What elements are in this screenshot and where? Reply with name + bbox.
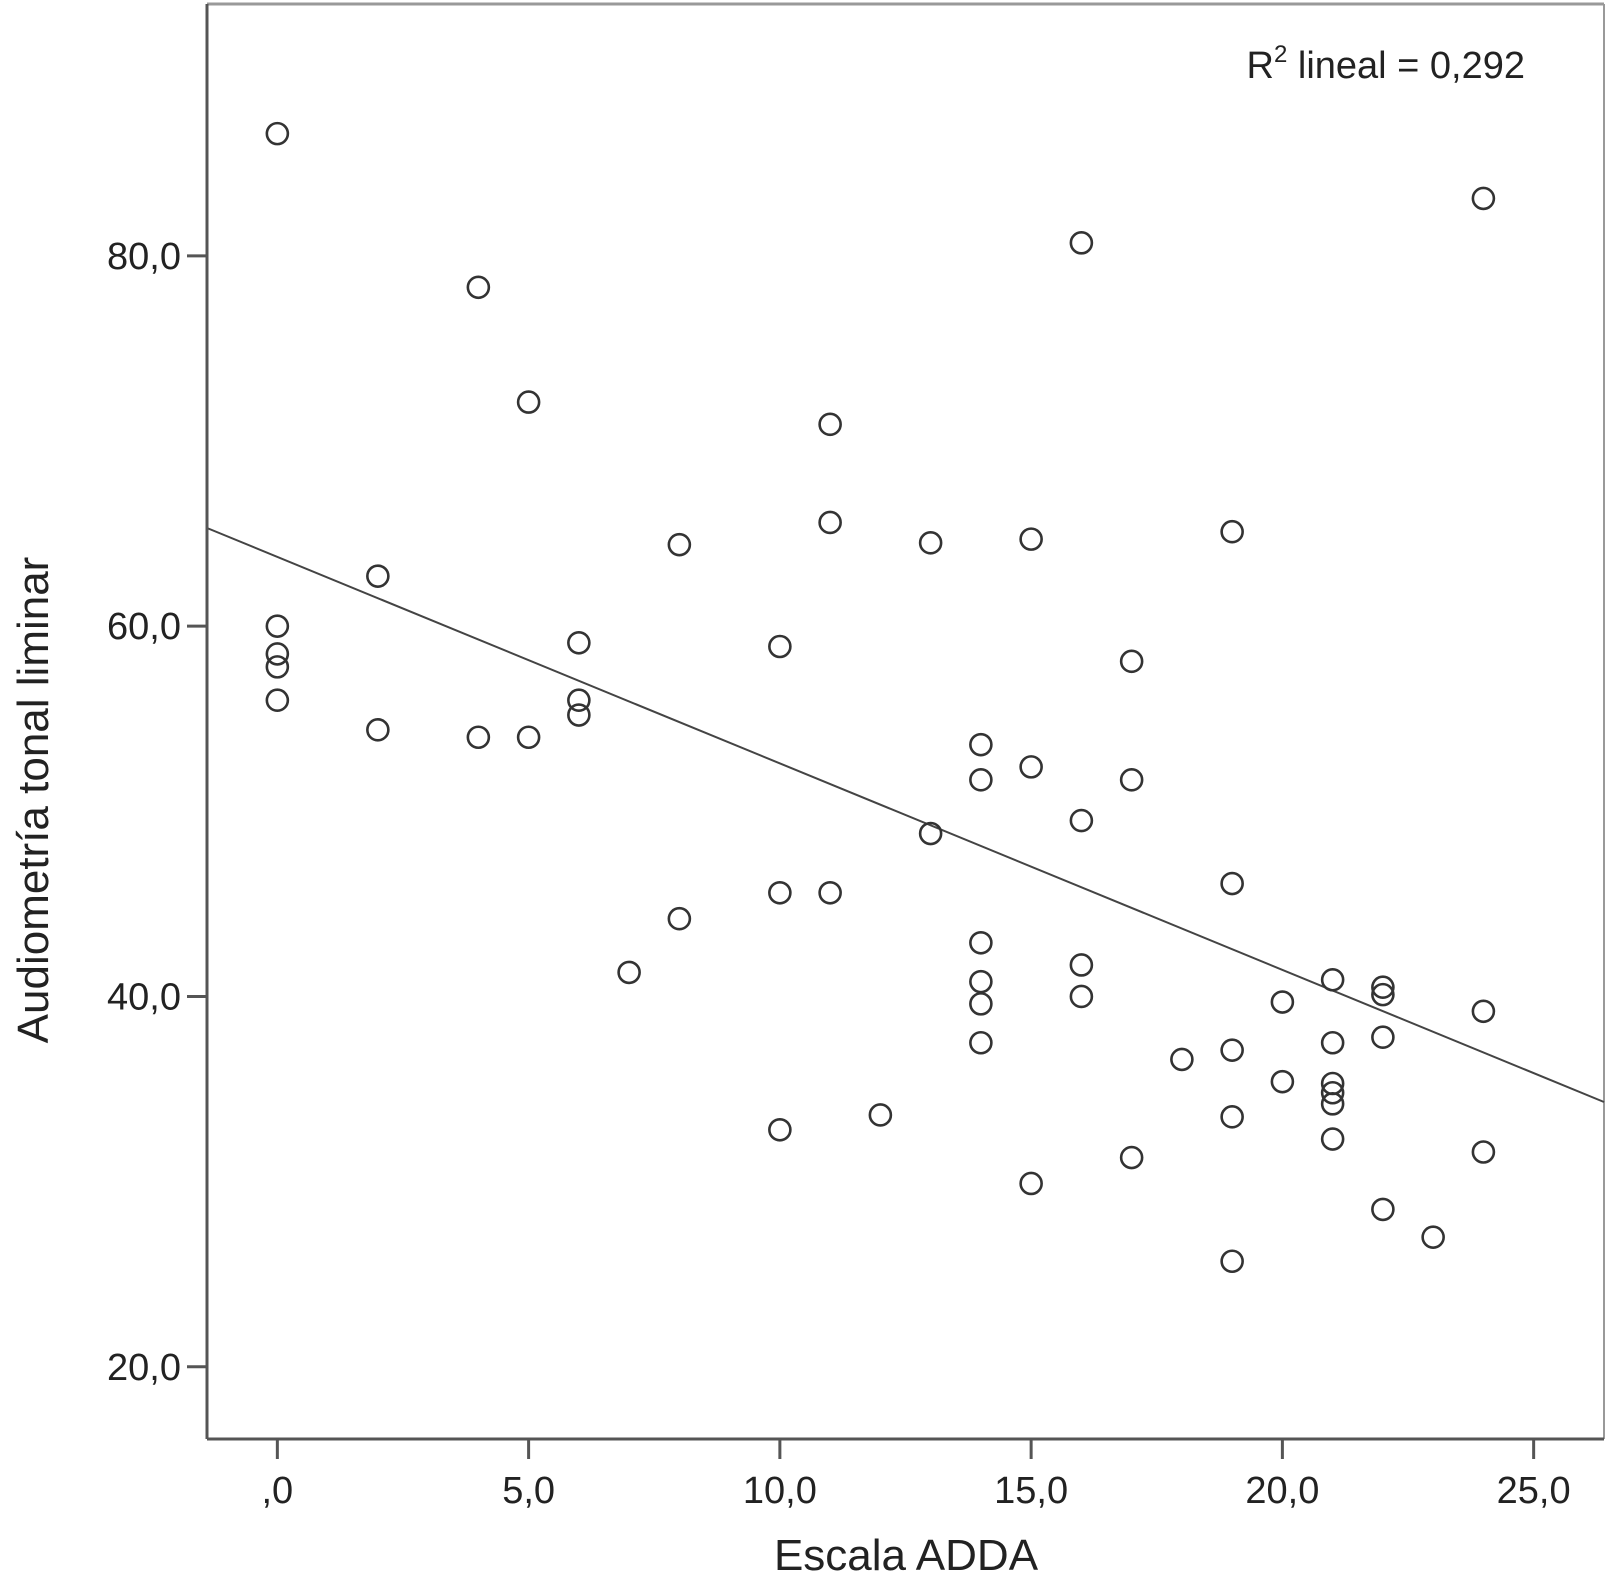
data-point bbox=[1270, 990, 1295, 1014]
data-point bbox=[1170, 1047, 1194, 1072]
x-tick-label: ,0 bbox=[262, 1470, 294, 1512]
data-point bbox=[969, 732, 993, 757]
data-point bbox=[667, 532, 692, 557]
data-point bbox=[768, 634, 792, 659]
data-point bbox=[1320, 967, 1345, 992]
data-point bbox=[567, 688, 591, 713]
data-point bbox=[1371, 1025, 1395, 1049]
data-point bbox=[1320, 1092, 1345, 1116]
data-point bbox=[1371, 975, 1395, 1000]
data-point bbox=[1421, 1225, 1445, 1249]
data-point bbox=[918, 821, 943, 846]
x-tick-label: 5,0 bbox=[502, 1470, 555, 1512]
data-point bbox=[466, 725, 491, 750]
data-point bbox=[1069, 984, 1094, 1009]
data-point bbox=[1220, 1249, 1244, 1274]
data-point bbox=[1069, 953, 1094, 977]
r-squared-superscript: 2 bbox=[1274, 41, 1287, 68]
data-point bbox=[567, 631, 591, 655]
regression-line bbox=[206, 527, 1605, 1103]
data-point bbox=[1320, 1080, 1345, 1105]
data-point bbox=[1320, 1030, 1345, 1055]
data-point bbox=[1471, 1140, 1496, 1164]
data-point bbox=[1119, 1145, 1144, 1170]
y-axis-title: Audiometría tonal liminar bbox=[9, 557, 58, 1044]
data-point bbox=[969, 1030, 993, 1055]
data-point bbox=[1320, 1127, 1345, 1151]
x-tick-label: 20,0 bbox=[1245, 1470, 1319, 1512]
data-point bbox=[969, 930, 993, 955]
y-tick-label: 80,0 bbox=[107, 236, 181, 278]
data-point bbox=[818, 510, 842, 535]
y-tick-label: 40,0 bbox=[107, 976, 181, 1018]
data-point bbox=[818, 880, 842, 905]
data-point bbox=[265, 655, 290, 679]
data-point bbox=[366, 718, 390, 742]
data-point bbox=[1019, 527, 1043, 551]
data-point bbox=[1220, 1105, 1244, 1129]
data-point bbox=[667, 906, 692, 931]
data-point bbox=[1471, 999, 1496, 1024]
regression-line-group bbox=[206, 527, 1605, 1103]
data-point bbox=[1069, 808, 1094, 833]
data-point bbox=[567, 703, 591, 727]
axes: 20,0 40,0 60,0 80,0 ,0 5,0 10,0 15,0 20,0 25,0 bbox=[107, 4, 1604, 1512]
data-point bbox=[366, 564, 390, 588]
data-point bbox=[265, 642, 290, 666]
plot-frame bbox=[207, 2, 1605, 1439]
data-point bbox=[265, 121, 290, 146]
data-point bbox=[1270, 1069, 1295, 1094]
data-points bbox=[265, 121, 1496, 1274]
y-tick-label: 20,0 bbox=[107, 1347, 181, 1389]
data-point bbox=[617, 960, 641, 985]
r-squared-text: lineal = 0,292 bbox=[1287, 45, 1525, 87]
data-point bbox=[466, 275, 491, 300]
data-point bbox=[969, 992, 993, 1016]
data-point bbox=[265, 688, 290, 713]
r-squared-prefix: R bbox=[1247, 45, 1274, 87]
x-tick-label: 25,0 bbox=[1497, 1470, 1571, 1512]
data-point bbox=[1220, 519, 1244, 544]
data-point bbox=[768, 1117, 792, 1142]
data-point bbox=[1019, 1171, 1043, 1196]
data-point bbox=[1471, 186, 1496, 211]
data-point bbox=[1119, 649, 1144, 674]
data-point bbox=[1069, 231, 1094, 255]
y-tick-label: 60,0 bbox=[107, 606, 181, 648]
data-point bbox=[265, 614, 290, 638]
data-point bbox=[969, 969, 993, 994]
data-point bbox=[918, 531, 943, 555]
data-point bbox=[1220, 871, 1244, 896]
data-point bbox=[1371, 1197, 1395, 1222]
data-point bbox=[768, 880, 792, 905]
r-squared-annotation: R2 lineal = 0,292 bbox=[1247, 41, 1526, 87]
x-axis-title: Escala ADDA bbox=[774, 1531, 1039, 1580]
x-tick-label: 10,0 bbox=[743, 1470, 817, 1512]
data-point bbox=[516, 725, 541, 750]
data-point bbox=[516, 390, 541, 414]
data-point bbox=[1019, 755, 1043, 779]
data-point bbox=[1220, 1038, 1244, 1062]
x-tick-label: 15,0 bbox=[994, 1470, 1068, 1512]
data-point bbox=[969, 768, 993, 792]
data-point bbox=[868, 1103, 893, 1127]
data-point bbox=[1371, 982, 1395, 1007]
data-point bbox=[1119, 768, 1144, 792]
data-point bbox=[818, 412, 842, 437]
